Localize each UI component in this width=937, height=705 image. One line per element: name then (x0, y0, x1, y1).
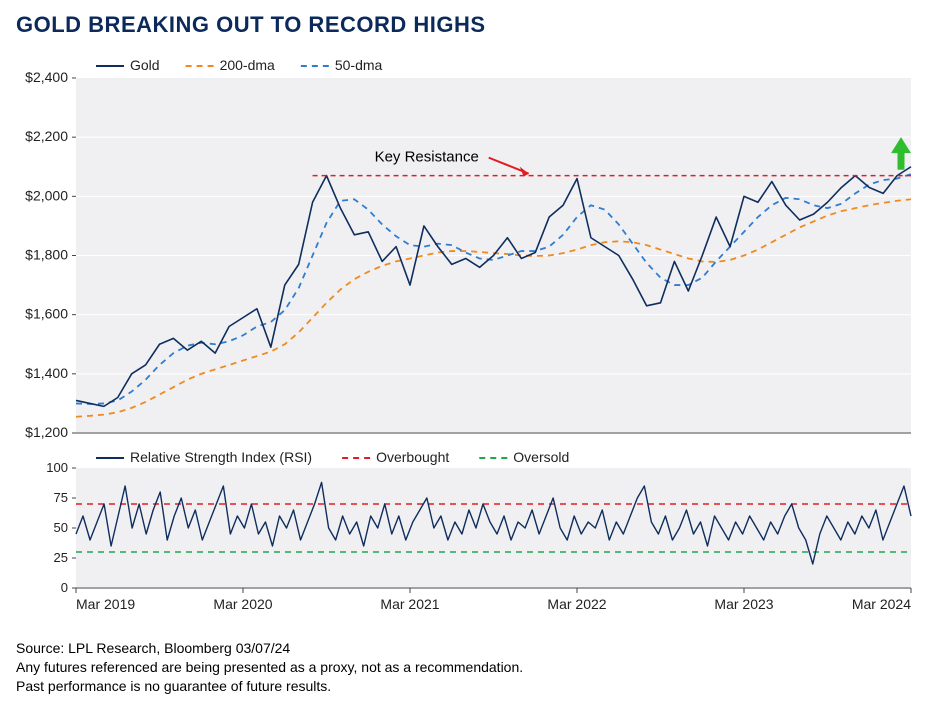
svg-text:Mar 2023: Mar 2023 (714, 596, 773, 612)
chart-footer: Source: LPL Research, Bloomberg 03/07/24… (16, 639, 921, 696)
svg-text:Oversold: Oversold (513, 449, 569, 465)
svg-text:Overbought: Overbought (376, 449, 449, 465)
svg-text:100: 100 (46, 460, 68, 475)
svg-text:50-dma: 50-dma (335, 57, 383, 73)
chart-title: GOLD BREAKING OUT TO RECORD HIGHS (16, 12, 921, 38)
footer-disclaimer-2: Past performance is no guarantee of futu… (16, 677, 921, 696)
svg-text:Relative Strength Index (RSI): Relative Strength Index (RSI) (130, 449, 312, 465)
footer-source: Source: LPL Research, Bloomberg 03/07/24 (16, 639, 921, 658)
svg-text:0: 0 (61, 580, 68, 595)
svg-text:$2,400: $2,400 (25, 69, 68, 85)
svg-text:$1,400: $1,400 (25, 365, 68, 381)
svg-text:Mar 2019: Mar 2019 (76, 596, 135, 612)
svg-text:$1,200: $1,200 (25, 424, 68, 440)
svg-text:50: 50 (54, 520, 68, 535)
svg-text:$2,000: $2,000 (25, 187, 68, 203)
svg-text:$1,800: $1,800 (25, 247, 68, 263)
svg-text:$2,200: $2,200 (25, 128, 68, 144)
svg-text:Mar 2024: Mar 2024 (852, 596, 911, 612)
svg-text:Mar 2021: Mar 2021 (380, 596, 439, 612)
svg-text:75: 75 (54, 490, 68, 505)
svg-text:200-dma: 200-dma (220, 57, 275, 73)
svg-text:Gold: Gold (130, 57, 160, 73)
svg-text:$1,600: $1,600 (25, 306, 68, 322)
svg-text:Mar 2020: Mar 2020 (213, 596, 272, 612)
chart-svg: $1,200 $1,400 $1,600 $1,800 $2,000 $2,200 $2,4… (16, 48, 921, 628)
svg-text:25: 25 (54, 550, 68, 565)
svg-text:Mar 2022: Mar 2022 (547, 596, 606, 612)
chart-container: $1,200 $1,400 $1,600 $1,800 $2,000 $2,200 $2,4… (16, 48, 921, 633)
footer-disclaimer-1: Any futures referenced are being present… (16, 658, 921, 677)
svg-text:Key Resistance: Key Resistance (375, 149, 479, 166)
